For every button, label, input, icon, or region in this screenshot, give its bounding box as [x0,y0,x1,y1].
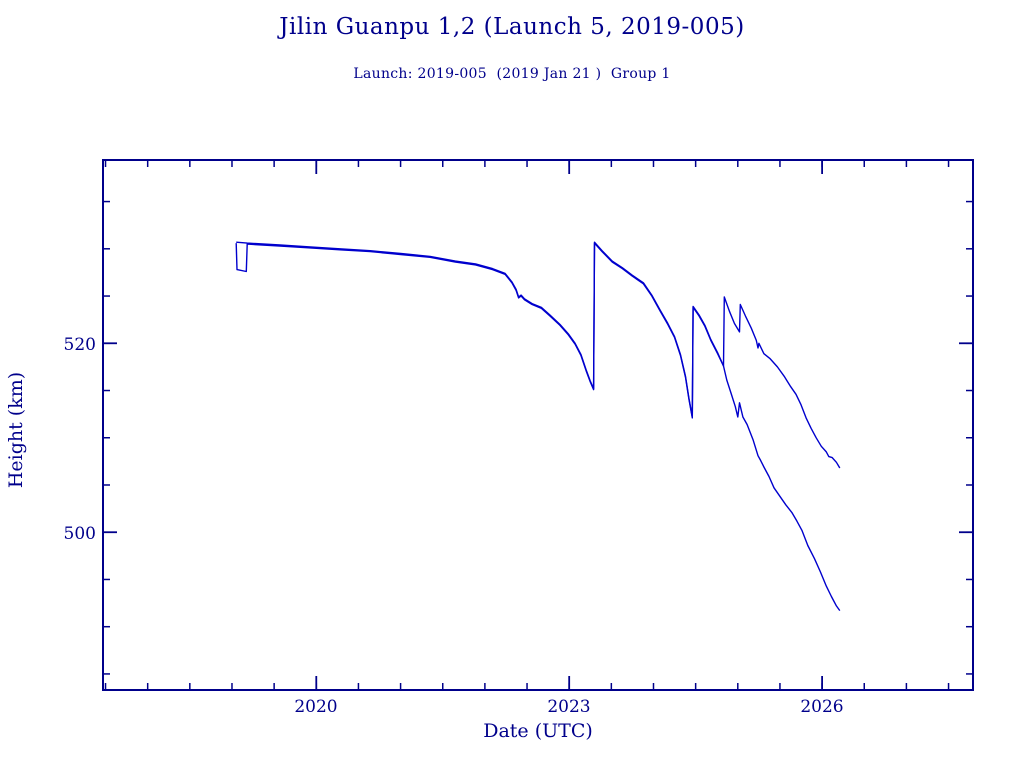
x-tick-label-2023: 2023 [547,697,590,717]
x-axis-label: Date (UTC) [483,720,593,742]
x-tick-label-2020: 2020 [294,697,337,717]
series-line-satellite-1 [236,241,841,469]
axis-ticks [103,160,973,690]
plot-frame [102,159,974,691]
plot-title: Jilin Guanpu 1,2 (Launch 5, 2019-005) [279,14,745,40]
y-axis-label: Height (km) [5,372,27,488]
plot-subtitle: Launch: 2019-005 (2019 Jan 21 ) Group 1 [353,66,671,82]
data-curves [235,241,841,612]
series-line-satellite-2 [235,242,841,612]
y-tick-label-500: 500 [64,524,96,544]
y-tick-label-520: 520 [64,335,96,355]
x-tick-label-2026: 2026 [800,697,843,717]
